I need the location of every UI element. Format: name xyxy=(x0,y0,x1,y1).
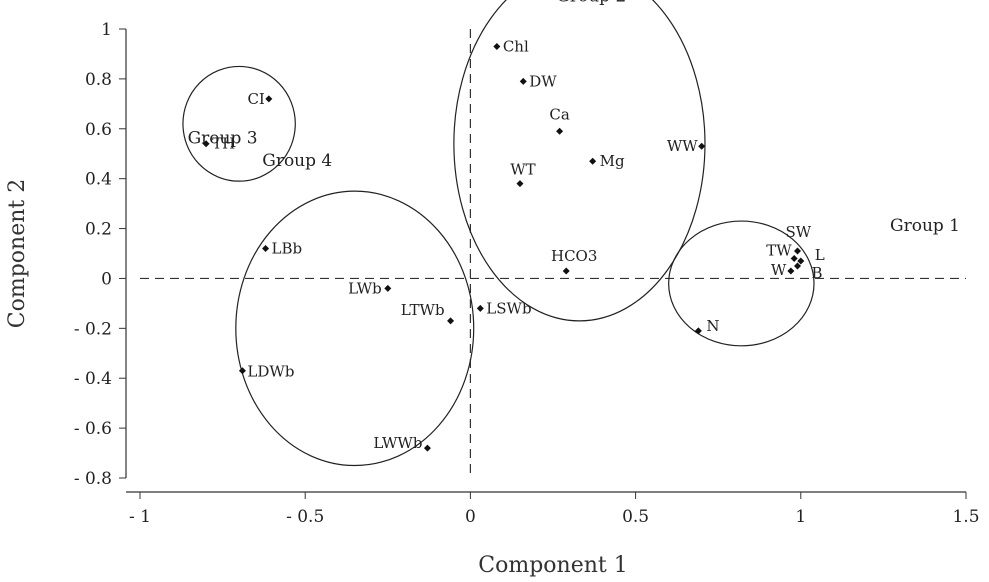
data-point-label: LSWb xyxy=(486,299,531,317)
x-axis-title: Component 1 xyxy=(478,553,627,578)
x-tick-label: 1 xyxy=(795,507,806,527)
data-point-label: N xyxy=(706,317,719,335)
group-label: Group 2 xyxy=(556,0,626,7)
data-point-marker xyxy=(447,317,455,325)
data-point-label: W xyxy=(771,261,787,279)
data-point-label: Mg xyxy=(600,152,625,170)
data-point-label: LWb xyxy=(348,279,382,297)
data-point-marker xyxy=(202,140,210,148)
data-point-label: Chl xyxy=(503,37,529,55)
data-point-label: B xyxy=(811,264,822,282)
group-ellipse xyxy=(235,190,475,467)
y-tick-label: 0.8 xyxy=(85,70,112,90)
data-point-marker xyxy=(238,367,246,375)
data-point-marker xyxy=(476,304,484,312)
y-axis-title: Component 2 xyxy=(5,179,30,328)
data-point-label: LDWb xyxy=(247,363,294,381)
data-point-label: L xyxy=(815,246,825,264)
y-tick-label: - 0.8 xyxy=(74,469,112,489)
x-tick-label: 0 xyxy=(465,507,476,527)
x-tick-label: 0.5 xyxy=(622,507,649,527)
y-tick-label: - 0.4 xyxy=(74,369,112,389)
data-point-marker xyxy=(787,267,795,275)
data-point-label: WT xyxy=(510,161,535,179)
x-tick-label: - 1 xyxy=(129,507,151,527)
y-tick-label: 0.2 xyxy=(85,220,112,240)
data-point-label: LBb xyxy=(272,240,303,258)
data-point-label: SW xyxy=(785,223,811,241)
data-point-marker xyxy=(493,42,501,50)
x-tick-label: - 0.5 xyxy=(286,507,324,527)
y-tick-label: 0.6 xyxy=(85,120,112,140)
x-tick-label: 1.5 xyxy=(952,507,979,527)
y-tick-label: 0.4 xyxy=(85,170,112,190)
data-point-label: WW xyxy=(667,137,698,155)
data-point-marker xyxy=(516,180,524,188)
data-point-label: CI xyxy=(247,90,264,108)
data-point-marker xyxy=(423,444,431,452)
y-tick-label: - 0.2 xyxy=(74,319,112,339)
group-ellipse xyxy=(668,220,815,347)
axes: 1 0.8 0.6 0.4 0.2 0 - 0.2 - 0.4 - 0.6 - 0.8 - 1 - 0… xyxy=(74,20,980,527)
group-label: Group 4 xyxy=(262,151,332,171)
data-point-marker xyxy=(698,142,706,150)
data-point-label: TH xyxy=(212,135,235,153)
y-tick-label: 1 xyxy=(101,20,112,40)
data-point-label: TW xyxy=(766,241,792,259)
data-point-label: LTWb xyxy=(401,301,445,319)
group-ellipse xyxy=(182,65,296,182)
data-point-label: LWWb xyxy=(373,434,422,452)
data-point-marker xyxy=(793,262,801,270)
data-point-marker xyxy=(519,77,527,85)
data-point-marker xyxy=(790,254,798,262)
axis-titles: Component 1 Component 2 xyxy=(5,179,628,578)
y-tick-label: - 0.6 xyxy=(74,419,112,439)
data-point-marker xyxy=(797,257,805,265)
group-label: Group 1 xyxy=(890,216,960,236)
group-ellipse xyxy=(453,0,706,322)
data-point-marker xyxy=(556,127,564,135)
y-tick-label: 0 xyxy=(101,269,112,289)
data-point-marker xyxy=(793,247,801,255)
data-point-marker xyxy=(589,157,597,165)
data-point-marker xyxy=(265,95,273,103)
data-point-label: DW xyxy=(529,72,557,90)
data-point-label: Ca xyxy=(549,105,569,123)
data-point-marker xyxy=(562,267,570,275)
data-point-marker xyxy=(694,327,702,335)
data-point-label: HCO3 xyxy=(551,247,597,265)
data-point-marker xyxy=(384,284,392,292)
data-point-marker xyxy=(262,245,270,253)
